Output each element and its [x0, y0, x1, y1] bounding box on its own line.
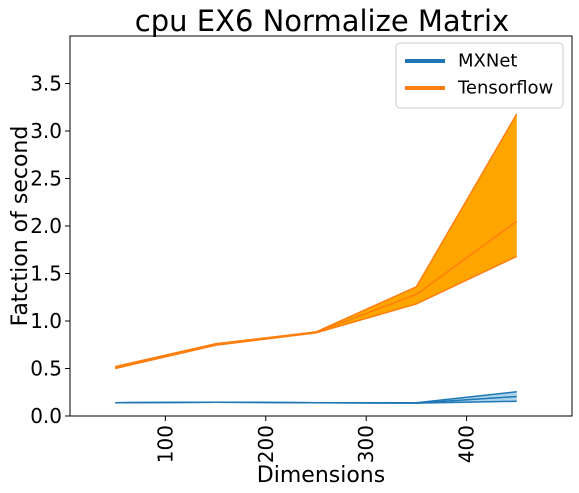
tensorflow-band: [115, 113, 517, 369]
legend: MXNet Tensorflow: [395, 42, 564, 109]
series-lines: [115, 113, 518, 404]
confidence-bands: [115, 113, 517, 404]
y-axis-title: Fatction of second: [8, 126, 33, 327]
x-tick-label: 300: [354, 425, 378, 463]
x-tick-label: 400: [455, 425, 479, 463]
y-axis: 0.0 0.5 1.0 1.5 2.0 2.5 3.0 3.5: [30, 72, 70, 428]
legend-label-tensorflow: Tensorflow: [457, 78, 553, 99]
y-tick-label: 1.5: [30, 262, 62, 286]
legend-label-mxnet: MXNet: [458, 51, 517, 72]
y-tick-label: 3.5: [30, 72, 62, 96]
mxnet-band: [115, 391, 517, 404]
y-tick-label: 1.0: [30, 309, 62, 333]
y-tick-label: 2.0: [30, 214, 62, 238]
y-tick-label: 0.0: [30, 404, 62, 428]
mxnet-line: [115, 395, 517, 404]
y-tick-label: 2.5: [30, 167, 62, 191]
x-tick-label: 100: [153, 425, 177, 463]
y-tick-label: 3.0: [30, 119, 62, 143]
y-tick-label: 0.5: [30, 357, 62, 381]
x-axis: 100 200 300 400: [153, 416, 479, 463]
tensorflow-line: [115, 220, 518, 369]
plot-area: [69, 35, 573, 417]
x-tick-label: 200: [254, 425, 278, 463]
chart-title: cpu EX6 Normalize Matrix: [135, 4, 509, 38]
x-axis-title: Dimensions: [257, 463, 385, 488]
